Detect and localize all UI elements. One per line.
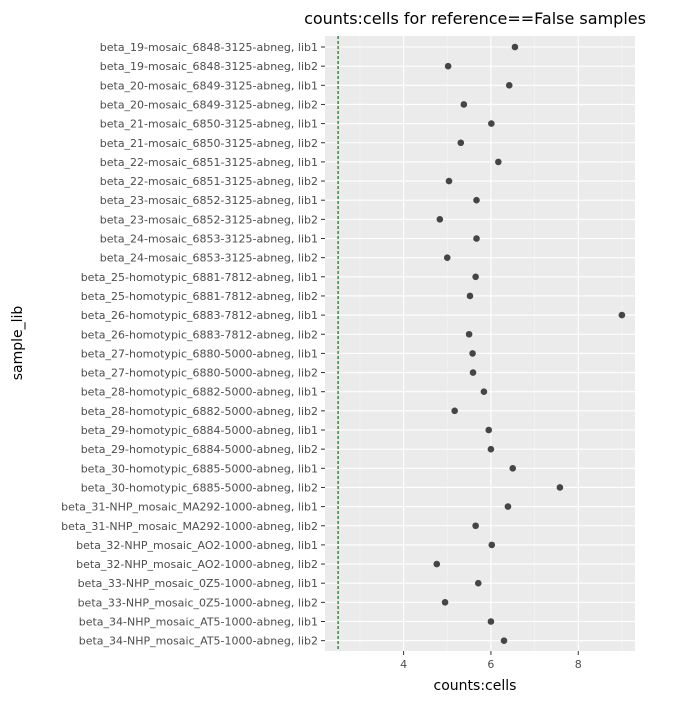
y-axis-title: sample_lib xyxy=(10,306,26,381)
plot-panel xyxy=(325,36,635,651)
data-point xyxy=(474,579,482,587)
y-tick-label: beta_24-mosaic_6853-3125-abneg, lib2 xyxy=(100,252,318,265)
y-tick-label: beta_24-mosaic_6853-3125-abneg, lib1 xyxy=(100,233,318,246)
y-tick-label: beta_31-NHP_mosaic_MA292-1000-abneg, lib… xyxy=(61,520,318,533)
data-point xyxy=(556,484,564,491)
data-point xyxy=(487,618,495,625)
data-point xyxy=(457,139,465,147)
y-tick-label: beta_27-homotypic_6880-5000-abneg, lib2 xyxy=(81,367,318,380)
y-tick-label: beta_32-NHP_mosaic_AO2-1000-abneg, lib1 xyxy=(76,539,318,552)
data-point xyxy=(509,465,517,472)
y-tick-label: beta_20-mosaic_6849-3125-abneg, lib1 xyxy=(100,79,318,92)
data-point xyxy=(443,254,451,261)
y-tick-label: beta_22-mosaic_6851-3125-abneg, lib1 xyxy=(100,156,318,169)
x-tick-label: 4 xyxy=(400,658,407,671)
y-tick-label: beta_22-mosaic_6851-3125-abneg, lib2 xyxy=(100,175,318,188)
data-point xyxy=(618,311,626,319)
y-tick-label: beta_32-NHP_mosaic_AO2-1000-abneg, lib2 xyxy=(76,558,318,571)
x-tick-label: 6 xyxy=(487,658,494,671)
data-point xyxy=(473,235,480,242)
y-tick-label: beta_23-mosaic_6852-3125-abneg, lib2 xyxy=(100,213,318,226)
y-tick-label: beta_28-homotypic_6882-5000-abneg, lib1 xyxy=(81,386,318,399)
data-point xyxy=(472,522,479,530)
data-point xyxy=(445,177,453,185)
data-point xyxy=(466,292,474,300)
data-point xyxy=(511,43,519,51)
data-point xyxy=(488,120,495,127)
y-tick-label: beta_28-homotypic_6882-5000-abneg, lib2 xyxy=(81,405,318,418)
data-point xyxy=(473,196,480,204)
data-point xyxy=(472,273,479,281)
y-tick-label: beta_29-homotypic_6884-5000-abneg, lib1 xyxy=(81,424,318,437)
data-point xyxy=(433,560,441,568)
data-points xyxy=(433,43,626,644)
data-point xyxy=(469,369,477,376)
chart-title: counts:cells for reference==False sample… xyxy=(304,9,646,28)
y-tick-label: beta_27-homotypic_6880-5000-abneg, lib1 xyxy=(81,347,318,360)
x-tick-labels: 4 6 8 xyxy=(400,651,582,671)
data-point xyxy=(485,426,493,434)
y-tick-label: beta_29-homotypic_6884-5000-abneg, lib2 xyxy=(81,443,318,456)
y-tick-label: beta_21-mosaic_6850-3125-abneg, lib1 xyxy=(100,118,318,131)
data-point xyxy=(480,388,488,396)
x-tick-label: 8 xyxy=(575,658,582,671)
y-tick-label: beta_34-NHP_mosaic_AT5-1000-abneg, lib2 xyxy=(79,635,318,648)
grid xyxy=(325,36,635,651)
data-point xyxy=(451,407,458,415)
y-tick-label: beta_30-homotypic_6885-5000-abneg, lib1 xyxy=(81,462,318,475)
data-point xyxy=(504,503,512,510)
y-tick-label: beta_20-mosaic_6849-3125-abneg, lib2 xyxy=(100,98,318,111)
data-point xyxy=(487,445,495,453)
x-axis-title: counts:cells xyxy=(434,678,517,694)
y-tick-label: beta_23-mosaic_6852-3125-abneg, lib1 xyxy=(100,194,318,207)
y-tick-label: beta_19-mosaic_6848-3125-abneg, lib1 xyxy=(100,41,318,54)
y-tick-label: beta_34-NHP_mosaic_AT5-1000-abneg, lib1 xyxy=(79,616,318,629)
data-point xyxy=(441,599,449,606)
data-point xyxy=(495,158,502,166)
y-tick-label: beta_19-mosaic_6848-3125-abneg, lib2 xyxy=(100,60,318,73)
data-point xyxy=(444,62,452,70)
y-tick-label: beta_31-NHP_mosaic_MA292-1000-abneg, lib… xyxy=(61,501,318,514)
y-tick-label: beta_26-homotypic_6883-7812-abneg, lib2 xyxy=(81,328,318,341)
data-point xyxy=(505,82,513,89)
data-point xyxy=(500,637,508,644)
y-tick-label: beta_30-homotypic_6885-5000-abneg, lib2 xyxy=(81,481,318,494)
data-point xyxy=(465,330,473,338)
y-tick-label: beta_21-mosaic_6850-3125-abneg, lib2 xyxy=(100,137,318,150)
data-point xyxy=(436,216,444,223)
y-tick-label: beta_33-NHP_mosaic_0Z5-1000-abneg, lib2 xyxy=(78,596,318,609)
y-tick-labels: beta_19-mosaic_6848-3125-abneg, lib1 beta… xyxy=(61,41,325,648)
data-point xyxy=(460,101,468,108)
y-tick-label: beta_33-NHP_mosaic_0Z5-1000-abneg, lib1 xyxy=(78,577,318,590)
data-point xyxy=(488,541,496,549)
y-tick-label: beta_25-homotypic_6881-7812-abneg, lib2 xyxy=(81,290,318,303)
data-point xyxy=(469,350,476,357)
y-tick-label: beta_25-homotypic_6881-7812-abneg, lib1 xyxy=(81,271,318,284)
y-tick-label: beta_26-homotypic_6883-7812-abneg, lib1 xyxy=(81,309,318,322)
